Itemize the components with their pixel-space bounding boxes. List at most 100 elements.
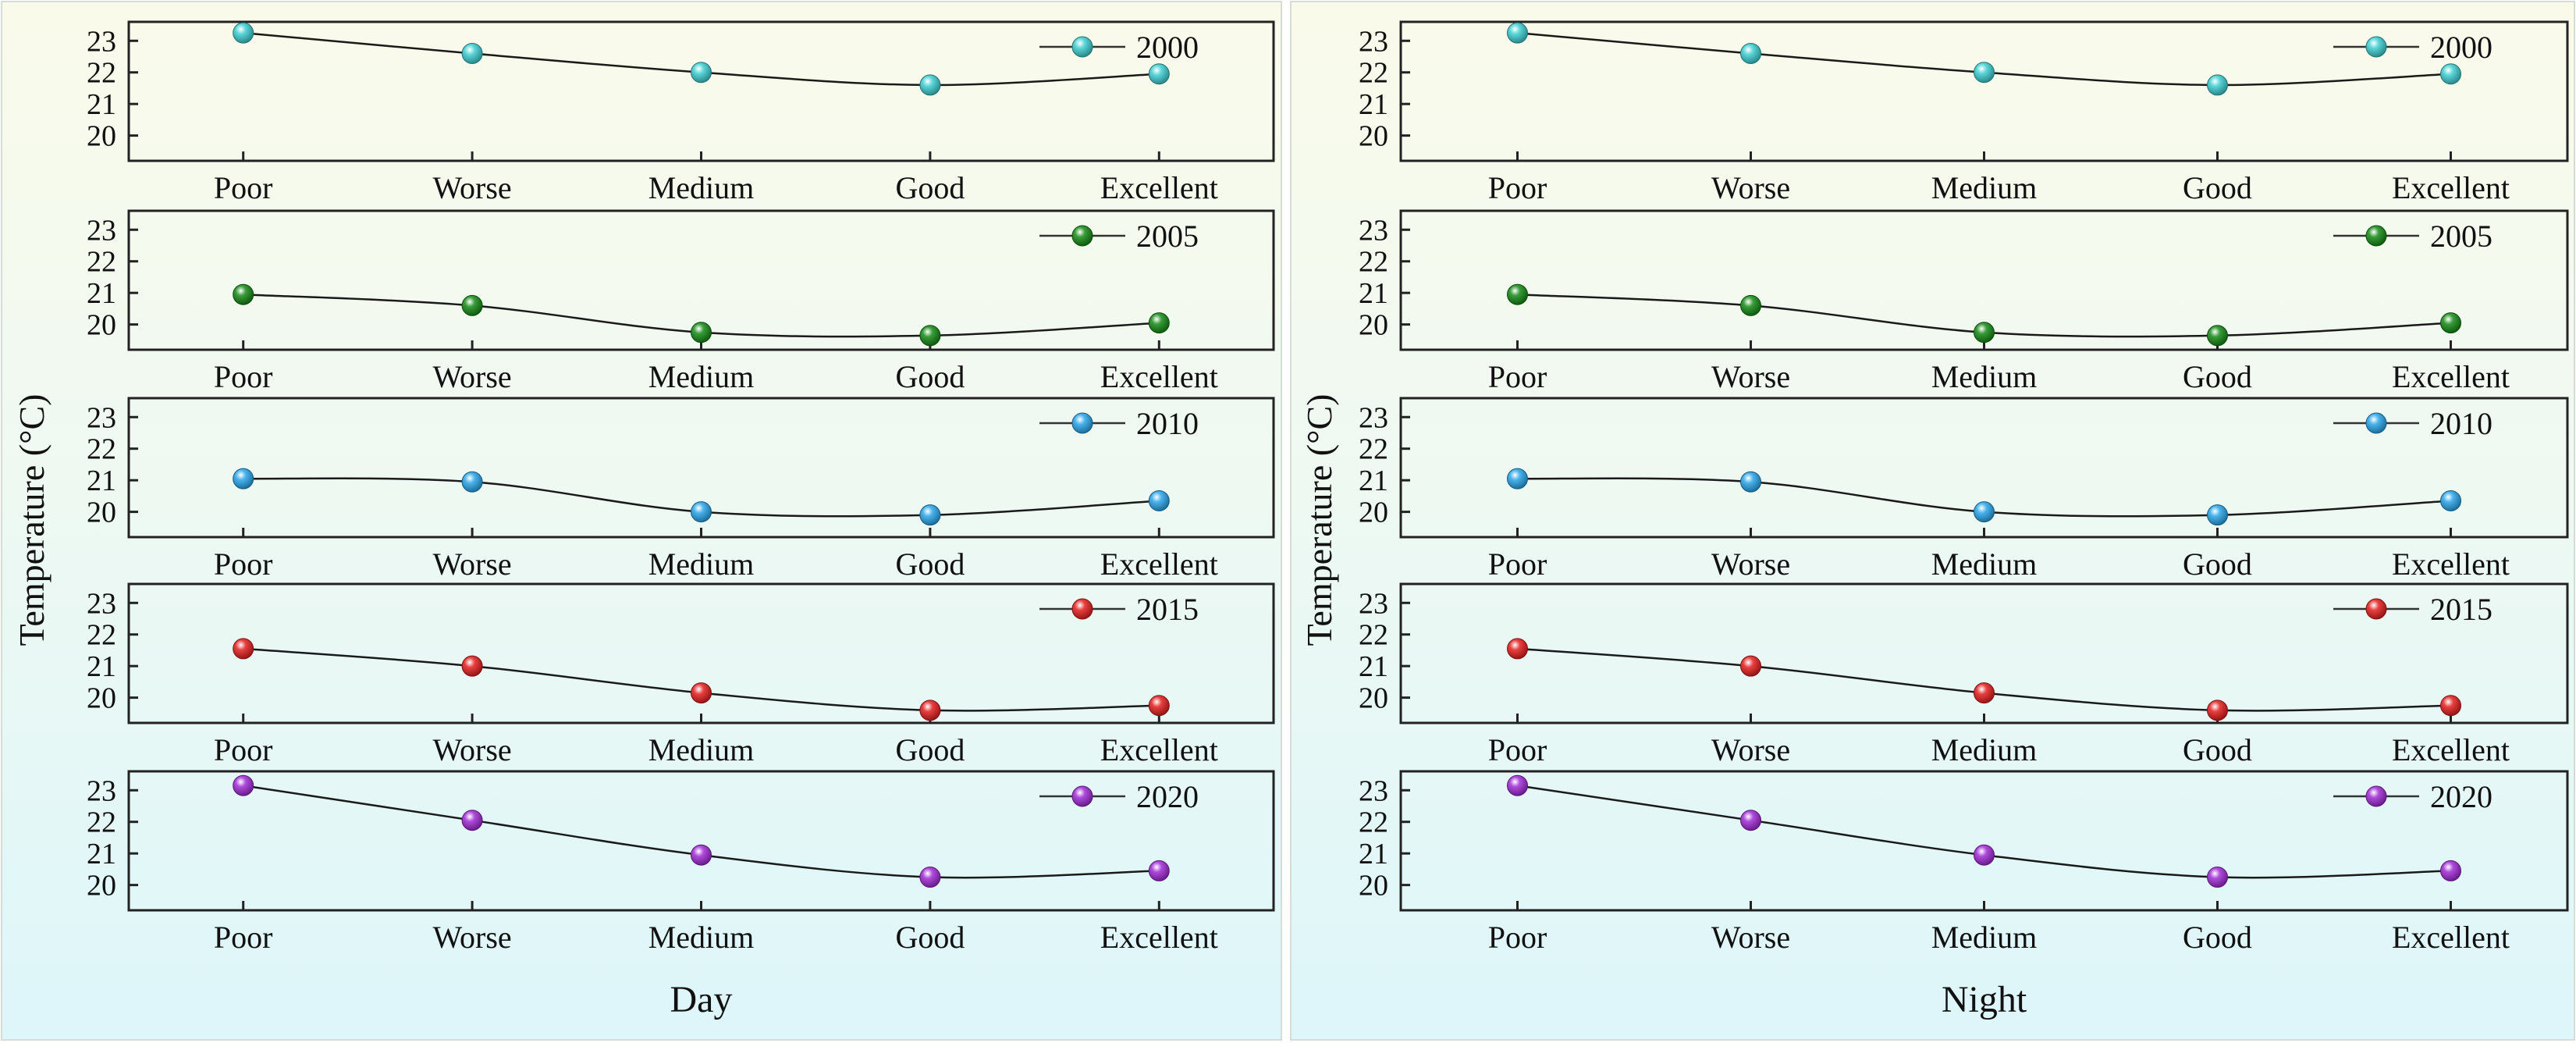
data-point-2000-worse — [1740, 42, 1761, 64]
data-point-2020-excellent — [1148, 860, 1170, 881]
data-point-2005-good — [2207, 325, 2228, 347]
data-point-2015-poor — [1507, 638, 1528, 660]
data-point-2010-poor — [233, 468, 254, 489]
y-tick-label: 21 — [87, 838, 116, 870]
x-tick-label: Worse — [432, 359, 511, 394]
x-axis-title-day: Day — [670, 979, 733, 1020]
x-tick-label: Good — [895, 732, 965, 767]
x-tick-label: Worse — [432, 170, 511, 205]
data-point-2010-medium — [691, 501, 712, 523]
x-tick-label: Good — [2183, 732, 2252, 767]
y-tick-label: 22 — [1359, 806, 1388, 839]
legend-label-2000: 2000 — [2430, 30, 2493, 65]
x-tick-label: Worse — [1711, 732, 1790, 767]
x-tick-label: Poor — [214, 920, 273, 955]
legend-label-2010: 2010 — [2430, 406, 2493, 441]
data-point-2020-good — [919, 867, 941, 888]
y-tick-label: 23 — [87, 25, 116, 58]
x-tick-label: Worse — [432, 732, 511, 767]
y-tick-label: 22 — [1359, 246, 1388, 279]
data-point-2020-medium — [691, 844, 712, 866]
x-tick-label: Worse — [1711, 920, 1790, 955]
data-point-2005-medium — [691, 322, 712, 344]
x-tick-label: Medium — [648, 732, 755, 767]
legend-marker — [2365, 598, 2387, 620]
data-point-2020-good — [2207, 867, 2228, 888]
x-tick-label: Medium — [1931, 920, 2038, 955]
x-tick-label: Excellent — [2392, 546, 2510, 582]
legend-label-2015: 2015 — [2430, 592, 2493, 627]
x-tick-label: Poor — [214, 546, 273, 582]
y-tick-label: 23 — [1359, 587, 1388, 620]
data-point-2000-good — [2207, 74, 2228, 96]
data-point-2005-good — [919, 325, 941, 347]
data-point-2020-excellent — [2440, 860, 2461, 881]
x-tick-label: Poor — [1488, 920, 1547, 955]
x-tick-label: Medium — [648, 170, 755, 205]
x-tick-label: Medium — [648, 546, 755, 582]
x-tick-label: Good — [895, 920, 965, 955]
y-tick-label: 21 — [1359, 650, 1388, 683]
x-tick-label: Poor — [214, 170, 273, 205]
y-tick-label: 23 — [87, 214, 116, 247]
y-tick-label: 22 — [87, 246, 116, 279]
x-tick-label: Poor — [1488, 546, 1547, 582]
data-point-2005-excellent — [2440, 312, 2461, 334]
y-tick-label: 21 — [1359, 88, 1388, 121]
data-point-2015-medium — [1974, 682, 1995, 704]
data-point-2000-excellent — [2440, 63, 2461, 85]
data-point-2005-excellent — [1148, 312, 1170, 334]
x-tick-label: Medium — [1931, 359, 2038, 394]
data-point-2005-poor — [233, 283, 254, 305]
data-point-2000-medium — [1974, 62, 1995, 84]
data-point-2000-good — [919, 74, 941, 96]
y-tick-label: 21 — [1359, 277, 1388, 310]
y-tick-label: 23 — [87, 401, 116, 434]
data-point-2015-poor — [233, 638, 254, 660]
x-tick-label: Poor — [1488, 359, 1547, 394]
data-point-2000-poor — [233, 22, 254, 44]
y-tick-label: 21 — [1359, 838, 1388, 870]
x-axis-title-night: Night — [1942, 979, 2027, 1020]
x-tick-label: Worse — [1711, 359, 1790, 394]
y-tick-label: 20 — [87, 497, 116, 529]
x-tick-label: Excellent — [1100, 170, 1218, 205]
y-tick-label: 21 — [87, 465, 116, 497]
y-tick-label: 23 — [1359, 774, 1388, 807]
legend-marker — [1071, 225, 1093, 247]
x-tick-label: Medium — [648, 920, 755, 955]
y-tick-label: 21 — [1359, 465, 1388, 497]
y-tick-label: 20 — [1359, 682, 1388, 715]
x-tick-label: Worse — [1711, 546, 1790, 582]
data-point-2020-medium — [1974, 844, 1995, 866]
data-point-2000-excellent — [1148, 63, 1170, 85]
x-tick-label: Good — [2183, 920, 2252, 955]
y-tick-label: 21 — [87, 277, 116, 310]
y-tick-label: 20 — [87, 682, 116, 715]
data-point-2020-worse — [1740, 810, 1761, 831]
y-tick-label: 23 — [1359, 401, 1388, 434]
y-tick-label: 22 — [87, 433, 116, 466]
data-point-2005-worse — [461, 294, 483, 316]
y-tick-label: 20 — [87, 309, 116, 342]
x-tick-label: Medium — [648, 359, 755, 394]
x-tick-label: Good — [2183, 546, 2252, 582]
x-tick-label: Medium — [1931, 170, 2038, 205]
y-tick-label: 20 — [1359, 870, 1388, 902]
data-point-2000-medium — [691, 62, 712, 84]
x-tick-label: Worse — [432, 546, 511, 582]
x-tick-label: Worse — [1711, 170, 1790, 205]
x-tick-label: Worse — [432, 920, 511, 955]
y-tick-label: 22 — [1359, 433, 1388, 466]
legend-marker — [2365, 412, 2387, 434]
y-tick-label: 23 — [87, 774, 116, 807]
